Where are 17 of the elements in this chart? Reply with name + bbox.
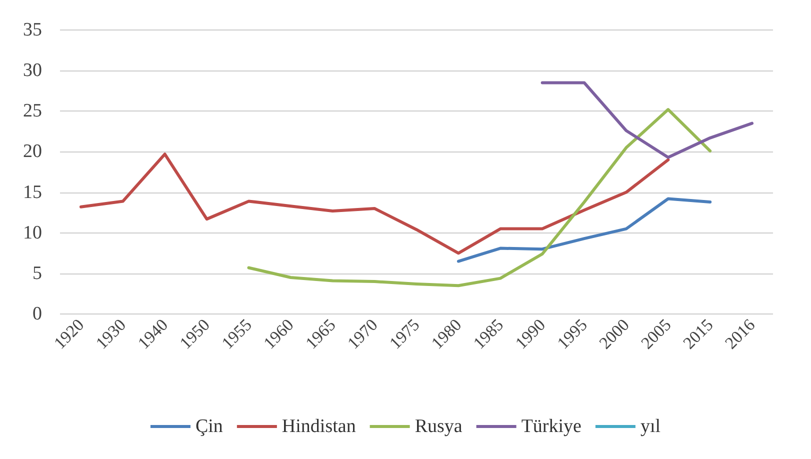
y-tick-label: 20 — [23, 141, 42, 162]
legend-label: Rusya — [414, 416, 463, 437]
line-series — [456, 197, 712, 263]
legend-label: Çin — [195, 416, 224, 437]
legend-label: yıl — [640, 416, 661, 437]
y-tick-label: 15 — [23, 182, 42, 203]
legend-label: Türkiye — [521, 416, 582, 437]
y-tick-label: 25 — [23, 100, 42, 122]
line-series — [247, 108, 712, 288]
y-tick-label: 35 — [23, 20, 42, 40]
y-tick-label: 0 — [32, 304, 42, 324]
y-tick-label: 5 — [32, 262, 42, 284]
line-series — [540, 81, 754, 159]
y-tick-label: 30 — [23, 60, 42, 82]
line-series — [79, 152, 670, 255]
y-tick-label: 10 — [23, 222, 42, 244]
legend-label: Hindistan — [282, 416, 356, 437]
